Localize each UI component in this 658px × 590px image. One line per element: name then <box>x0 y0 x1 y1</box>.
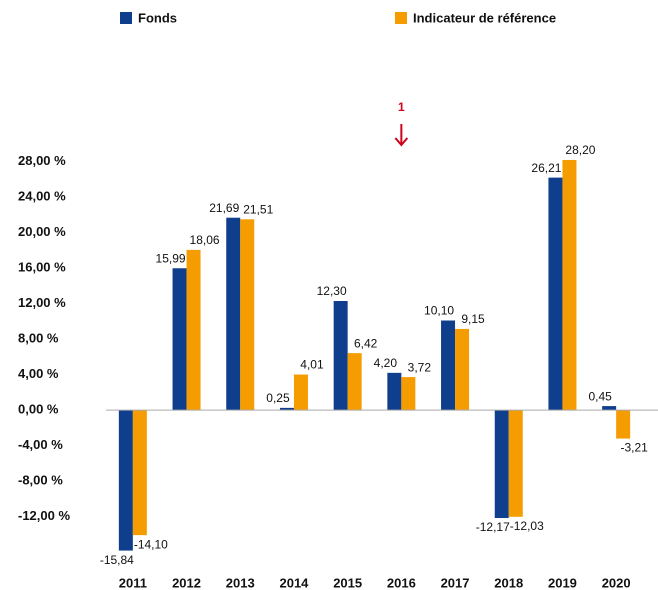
bar <box>240 219 255 411</box>
y-tick-label: -4,00 % <box>18 437 63 452</box>
value-label: -15,84 <box>100 553 134 567</box>
y-tick-label: 28,00 % <box>18 153 66 168</box>
annotation-arrow <box>394 124 409 147</box>
value-label: 28,20 <box>565 143 595 157</box>
x-tick-label: 2011 <box>119 575 147 590</box>
y-tick-label: 8,00 % <box>18 331 59 346</box>
x-tick-label: 2019 <box>548 575 577 590</box>
value-label: 21,69 <box>209 201 239 215</box>
bar <box>387 372 402 411</box>
y-tick-label: -8,00 % <box>18 472 63 487</box>
value-label: 0,25 <box>266 391 290 405</box>
annotation: 1 <box>398 100 405 114</box>
bar <box>172 268 187 411</box>
value-label: 3,72 <box>408 360 432 374</box>
x-tick-label: 2014 <box>279 575 309 590</box>
y-tick-label: 24,00 % <box>18 189 66 204</box>
value-label: -12,03 <box>510 519 544 533</box>
bar <box>602 406 617 411</box>
x-tick-label: 2013 <box>226 575 255 590</box>
bar <box>118 410 133 551</box>
value-label: 12,30 <box>317 284 347 298</box>
legend-label: Fonds <box>138 10 177 25</box>
value-label: 4,01 <box>300 358 324 372</box>
bar <box>186 249 201 411</box>
y-tick-label: 20,00 % <box>18 224 66 239</box>
bar <box>226 217 241 411</box>
value-label: 4,20 <box>374 356 398 370</box>
legend-swatch <box>395 12 407 24</box>
bar <box>455 328 470 411</box>
value-label: -14,10 <box>134 537 168 551</box>
bar <box>132 410 147 536</box>
value-label: 10,10 <box>424 304 454 318</box>
y-tick-label: 16,00 % <box>18 260 66 275</box>
bar <box>548 177 563 411</box>
value-label: 9,15 <box>461 312 485 326</box>
bar <box>494 410 509 519</box>
legend-label: Indicateur de référence <box>413 10 556 25</box>
bar <box>508 410 523 517</box>
value-label: -12,17 <box>476 520 510 534</box>
x-tick-label: 2012 <box>172 575 201 590</box>
value-label: 21,51 <box>243 202 273 216</box>
bar <box>441 320 456 411</box>
value-label: 6,42 <box>354 336 378 350</box>
value-label: 0,45 <box>588 389 612 403</box>
y-tick-label: -12,00 % <box>18 508 70 523</box>
value-label: -3,21 <box>620 441 648 455</box>
x-tick-label: 2016 <box>387 575 416 590</box>
value-label: 18,06 <box>190 233 220 247</box>
bar <box>293 374 308 411</box>
y-tick-label: 12,00 % <box>18 295 66 310</box>
bar <box>562 159 577 411</box>
value-label: 26,21 <box>531 161 561 175</box>
x-tick-label: 2018 <box>494 575 523 590</box>
bar <box>347 353 362 411</box>
bar <box>616 410 631 439</box>
x-tick-label: 2017 <box>441 575 470 590</box>
x-tick-label: 2020 <box>602 575 631 590</box>
bar <box>401 377 416 411</box>
y-tick-label: 0,00 % <box>18 402 59 417</box>
x-tick-label: 2015 <box>333 575 362 590</box>
value-label: 15,99 <box>156 251 186 265</box>
bar <box>279 407 294 411</box>
bar <box>333 300 348 411</box>
y-tick-label: 4,00 % <box>18 366 59 381</box>
legend-swatch <box>120 12 132 24</box>
